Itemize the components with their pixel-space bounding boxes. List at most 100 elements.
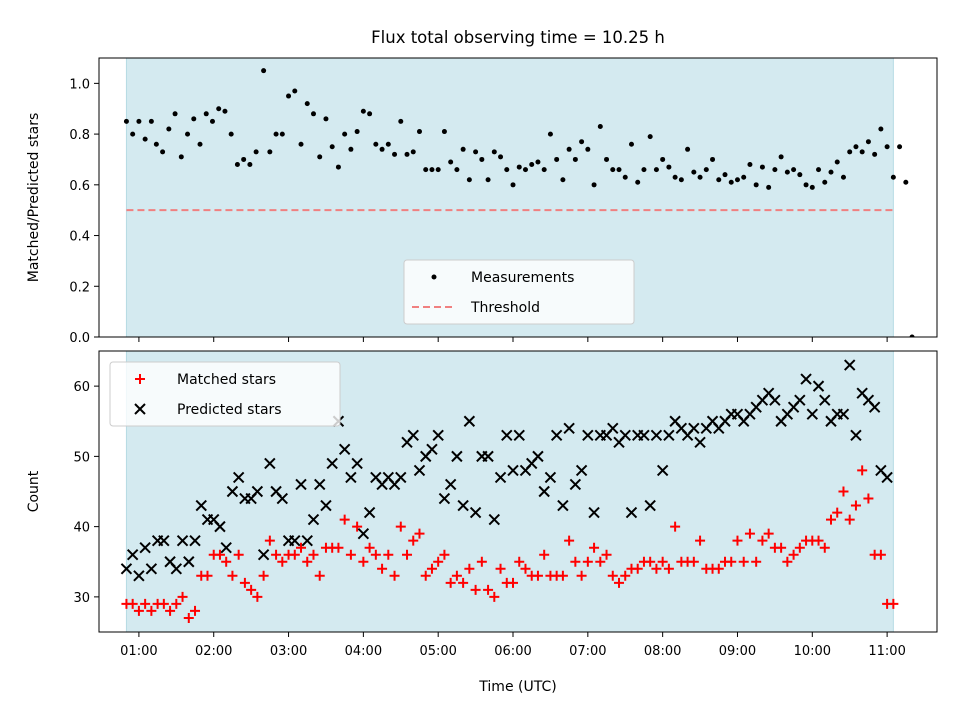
bottom-legend-box bbox=[109, 361, 341, 427]
measurement-point bbox=[342, 131, 348, 137]
matched-star-point bbox=[470, 584, 481, 595]
measurement-point bbox=[529, 162, 535, 168]
matched-star-point bbox=[426, 563, 437, 574]
measurement-point bbox=[142, 136, 148, 142]
matched-star-point bbox=[158, 598, 169, 609]
matched-star-point bbox=[233, 549, 244, 560]
measurement-point bbox=[253, 149, 259, 155]
measurement-point bbox=[728, 179, 734, 185]
measurement-point bbox=[136, 118, 142, 124]
measurement-point bbox=[222, 108, 228, 114]
matched-star-point bbox=[433, 556, 444, 567]
bottom-panel: 30 40 50 60 01:00 02:00 03:00 04:00 05:00 06:00 07… bbox=[26, 350, 938, 695]
measurement-point bbox=[909, 334, 915, 337]
legend-matched-marker bbox=[135, 374, 145, 384]
top-legend-box bbox=[403, 259, 635, 325]
matched-star-point bbox=[564, 535, 575, 546]
measurement-point bbox=[348, 146, 354, 152]
predicted-star-point bbox=[663, 429, 675, 442]
predicted-star-point bbox=[289, 534, 301, 547]
measurement-point bbox=[884, 144, 890, 150]
matched-star-point bbox=[171, 598, 182, 609]
measurement-point bbox=[809, 184, 815, 190]
measurement-point bbox=[591, 182, 597, 188]
bottom-legend: Matched stars Predicted stars bbox=[109, 361, 341, 427]
matched-star-point bbox=[364, 542, 375, 553]
matched-star-point bbox=[352, 521, 363, 532]
matched-star-point bbox=[651, 563, 662, 574]
measurement-point bbox=[579, 139, 585, 145]
measurement-point bbox=[485, 177, 491, 183]
matched-star-point bbox=[813, 535, 824, 546]
measurement-point bbox=[622, 174, 628, 180]
matched-star-point bbox=[713, 563, 724, 574]
measurement-point bbox=[903, 179, 909, 185]
matched-star-point bbox=[844, 514, 855, 525]
bottom-points bbox=[120, 359, 899, 623]
measurement-point bbox=[298, 141, 304, 147]
predicted-star-point bbox=[432, 429, 444, 442]
predicted-star-point bbox=[451, 450, 463, 463]
predicted-star-point bbox=[563, 422, 575, 434]
measurement-point bbox=[491, 149, 497, 155]
matched-star-point bbox=[520, 563, 531, 574]
matched-star-point bbox=[570, 556, 581, 567]
xlabel: Time (UTC) bbox=[478, 679, 556, 695]
measurement-point bbox=[279, 131, 285, 137]
top-ytick-label: 1.0 bbox=[69, 77, 90, 92]
measurement-point bbox=[840, 174, 846, 180]
predicted-star-point bbox=[532, 450, 544, 463]
measurement-point bbox=[209, 118, 215, 124]
bottom-ytick-label: 60 bbox=[73, 380, 90, 395]
predicted-star-point bbox=[183, 556, 195, 568]
measurement-point bbox=[247, 162, 253, 168]
predicted-star-point bbox=[513, 429, 525, 442]
measurement-point bbox=[747, 162, 753, 168]
matched-star-point bbox=[458, 577, 469, 588]
measurement-point bbox=[166, 126, 172, 132]
xtick-label: 02:00 bbox=[195, 644, 232, 659]
predicted-star-point bbox=[295, 478, 307, 491]
measurement-point bbox=[572, 156, 578, 162]
matched-star-point bbox=[489, 591, 500, 602]
chart-title: Flux total observing time = 10.25 h bbox=[371, 28, 665, 47]
measurement-point bbox=[865, 139, 871, 145]
matched-star-point bbox=[140, 598, 151, 609]
predicted-star-point bbox=[320, 499, 332, 512]
top-panel: 0.0 0.2 0.4 0.6 0.8 1.0 Matched/Predicted star… bbox=[26, 57, 938, 346]
top-ytick-label: 0.4 bbox=[69, 230, 90, 245]
measurement-point bbox=[203, 111, 209, 117]
matched-star-point bbox=[445, 577, 456, 588]
predicted-star-point bbox=[607, 422, 619, 434]
legend-label: Matched stars bbox=[177, 372, 276, 388]
legend-label: Measurements bbox=[471, 270, 574, 286]
predicted-star-point bbox=[550, 429, 563, 442]
predicted-star-point bbox=[625, 506, 638, 519]
matched-star-point bbox=[819, 542, 830, 553]
measurement-point bbox=[273, 131, 279, 137]
matched-star-point bbox=[246, 584, 257, 595]
measurement-point bbox=[354, 129, 360, 135]
measurement-point bbox=[890, 174, 896, 180]
measurement-point bbox=[853, 144, 859, 150]
measurement-point bbox=[241, 156, 247, 162]
matched-star-point bbox=[788, 549, 799, 560]
measurement-point bbox=[267, 149, 273, 155]
predicted-star-point bbox=[170, 563, 183, 575]
predicted-star-point bbox=[812, 380, 825, 392]
measurement-point bbox=[653, 167, 659, 173]
matched-star-point bbox=[221, 556, 232, 567]
legend-predicted-marker bbox=[134, 403, 146, 415]
matched-star-point bbox=[763, 528, 774, 539]
bottom-ytick-label: 30 bbox=[73, 591, 90, 606]
matched-star-point bbox=[514, 556, 525, 567]
measurement-point bbox=[635, 179, 641, 185]
predicted-star-point bbox=[438, 492, 451, 505]
matched-star-point bbox=[632, 563, 643, 574]
predicted-star-point bbox=[544, 471, 557, 484]
predicted-star-point bbox=[426, 443, 438, 456]
measurement-point bbox=[148, 118, 154, 124]
predicted-star-point bbox=[588, 506, 600, 519]
measurement-point bbox=[479, 156, 485, 162]
measurement-point bbox=[234, 162, 240, 168]
